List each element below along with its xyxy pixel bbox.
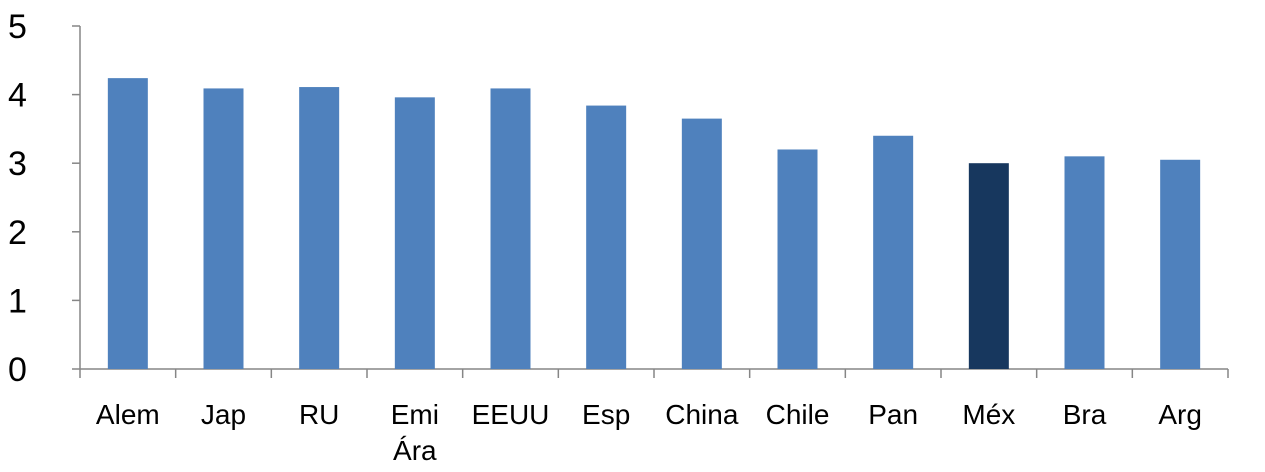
bar [1064, 156, 1105, 369]
category-label: Bra [1063, 399, 1107, 430]
bar [777, 149, 818, 369]
bar [1160, 159, 1201, 369]
category-label: Jap [201, 399, 246, 430]
y-tick-label: 5 [8, 8, 27, 46]
category-label: EEUU [472, 399, 550, 430]
bar [107, 78, 148, 370]
y-tick-label: 1 [8, 282, 27, 320]
bar [299, 87, 340, 369]
category-label: Pan [868, 399, 918, 430]
category-label: Arg [1158, 399, 1202, 430]
bar [968, 163, 1009, 369]
category-labels: Alem Jap RU Emi Ára EEUU Esp China Chile Pan Méx Br… [96, 399, 1202, 466]
x-axis [79, 368, 1229, 378]
category-label: Méx [962, 399, 1015, 430]
bar [490, 88, 531, 370]
category-label: Esp [582, 399, 630, 430]
bar [681, 118, 722, 369]
category-label: Emi Ára [391, 399, 439, 466]
category-label: China [665, 399, 739, 430]
y-tick-label: 3 [8, 145, 27, 183]
y-tick-label: 2 [8, 214, 27, 252]
bar [873, 135, 914, 369]
y-axis: 0 1 2 3 4 5 [8, 8, 81, 389]
bars [107, 78, 1201, 370]
bar [586, 105, 627, 370]
y-tick-label: 0 [8, 351, 27, 389]
bar [203, 88, 244, 370]
y-tick-label: 4 [8, 77, 27, 115]
bar [394, 97, 435, 370]
category-label: Alem [96, 399, 160, 430]
category-label: Chile [766, 399, 830, 430]
category-label: RU [299, 399, 339, 430]
